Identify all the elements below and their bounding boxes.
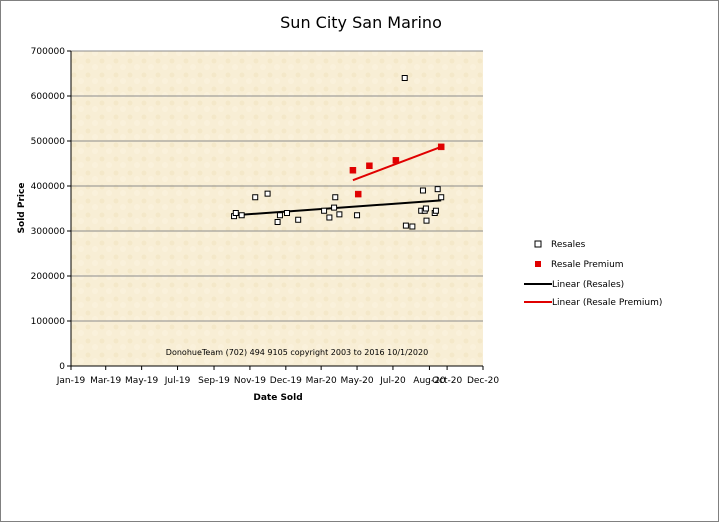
point-resales xyxy=(434,186,441,193)
y-tick-label: 500000 xyxy=(31,137,66,147)
x-tick-label: May-19 xyxy=(125,376,158,386)
x-axis-label: Date Sold xyxy=(253,393,302,403)
point-resales xyxy=(326,214,333,221)
x-axis: Jan-19 Mar-19 May-19 Jul-19 Sep-19 Nov-19 Dec-… xyxy=(56,365,499,386)
point-resales xyxy=(284,210,291,216)
point-resale-premium xyxy=(366,162,373,169)
point-resales xyxy=(264,190,271,197)
gridlines xyxy=(71,50,483,322)
point-resales xyxy=(238,212,245,219)
x-tick-label: Dec-20 xyxy=(467,376,499,386)
x-tick-label: Oct-20 xyxy=(432,376,463,386)
y-axis: 0 100000 200000 300000 400000 500000 600000 700… xyxy=(31,47,72,372)
point-resale-premium xyxy=(392,157,400,164)
y-tick-label: 600000 xyxy=(31,92,66,102)
x-tick-label: May-20 xyxy=(340,376,373,386)
point-resales xyxy=(423,217,430,224)
point-resale-premium xyxy=(437,143,445,151)
point-resales xyxy=(321,207,328,214)
point-resales xyxy=(274,219,281,225)
plot-area xyxy=(71,51,483,366)
x-tick-label: Dec-19 xyxy=(270,376,302,386)
trendline-linear-resales xyxy=(233,199,442,217)
point-resale-premium xyxy=(349,167,357,174)
y-tick-label: 300000 xyxy=(31,227,66,237)
point-resales xyxy=(438,194,445,201)
y-tick-label: 200000 xyxy=(31,272,66,282)
copyright-annotation: DonohueTeam (702) 494 9105 copyright 200… xyxy=(166,348,428,357)
point-resales xyxy=(276,212,283,219)
point-resales xyxy=(331,204,338,211)
legend-label-linear-resale-premium: Linear (Resale Premium) xyxy=(552,298,662,308)
point-resales xyxy=(409,223,416,230)
point-resales xyxy=(422,205,429,212)
x-tick-label: Jul-19 xyxy=(164,376,191,386)
y-tick-label: 100000 xyxy=(31,317,66,327)
y-tick-label: 700000 xyxy=(31,47,66,57)
point-resales xyxy=(432,207,439,214)
point-resales xyxy=(354,212,361,219)
point-resales xyxy=(419,187,426,194)
y-tick-label: 400000 xyxy=(31,182,66,192)
point-resales xyxy=(401,75,408,81)
x-tick-label: Jan-19 xyxy=(56,376,86,386)
legend-label-resales: Resales xyxy=(551,240,586,250)
chart-title: Sun City San Marino xyxy=(280,13,442,32)
legend-swatch-resales xyxy=(534,240,542,248)
legend-label-resale-premium: Resale Premium xyxy=(551,260,624,270)
point-resales xyxy=(232,210,239,216)
series-layer xyxy=(231,75,445,230)
x-tick-label: Sep-19 xyxy=(198,376,230,386)
point-resales xyxy=(402,222,409,229)
x-tick-label: Aug-20 xyxy=(413,376,446,386)
legend: Resales Resale Premium Linear (Resales) Lin… xyxy=(524,240,662,308)
legend-swatch-resale-premium xyxy=(535,261,541,267)
x-tick-label: Mar-20 xyxy=(306,376,337,386)
y-axis-label: Sold Price xyxy=(17,183,27,234)
point-resales xyxy=(332,194,339,201)
point-resales xyxy=(252,194,259,201)
x-tick-label: Mar-19 xyxy=(90,376,121,386)
point-resales xyxy=(336,211,343,218)
x-tick-label: Jul-20 xyxy=(379,376,406,386)
point-resales xyxy=(295,216,302,223)
point-resale-premium xyxy=(354,190,362,198)
x-tick-label: Nov-19 xyxy=(234,376,266,386)
y-tick-label: 0 xyxy=(59,362,65,372)
legend-label-linear-resales: Linear (Resales) xyxy=(552,280,624,290)
